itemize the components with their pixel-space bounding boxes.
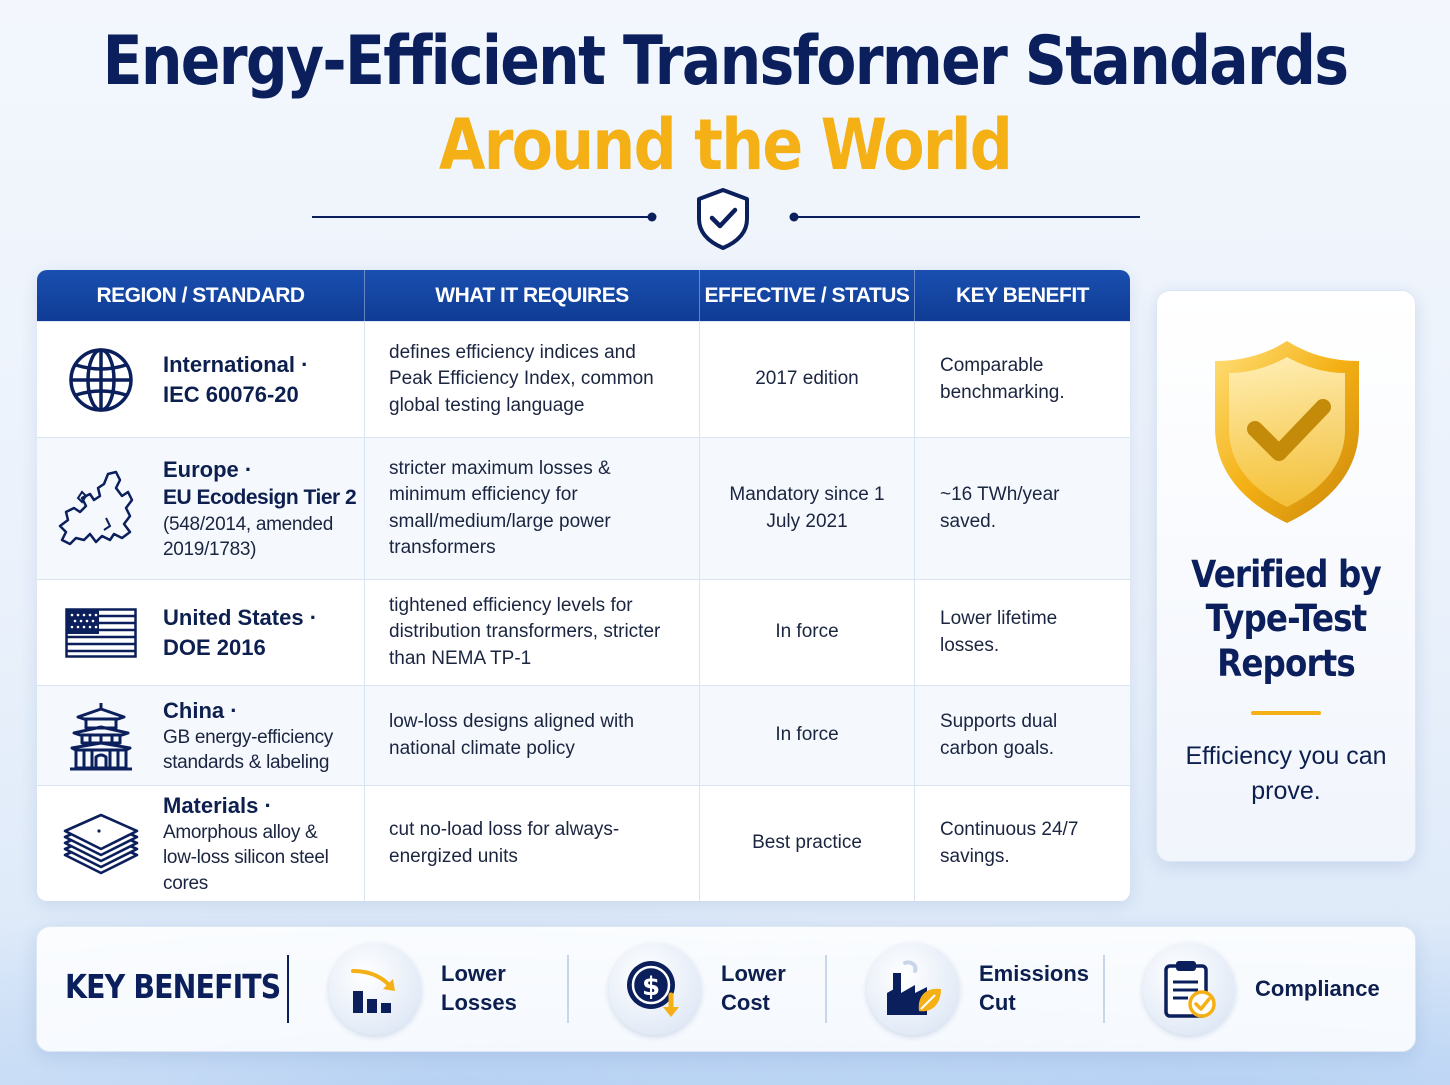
standards-table: REGION / STANDARD WHAT IT REQUIRES EFFEC…	[37, 270, 1130, 901]
clipboard-check-icon	[1143, 943, 1235, 1035]
benefit-cell: Lower lifetime losses.	[940, 608, 1058, 656]
region-detail: (548/2014, amended 2019/1783)	[163, 513, 333, 560]
region-name: China ·	[163, 697, 238, 723]
region-name: United States ·	[163, 605, 318, 631]
bar-chart-down-arrow-icon	[329, 943, 421, 1035]
pagoda-icon	[59, 694, 143, 778]
divider	[287, 955, 289, 1023]
table-row: China · GB energy-efficiency standards &…	[37, 685, 1130, 785]
benefit-label: Compliance	[1255, 975, 1380, 1001]
benefit-cell: Supports dual carbon goals.	[940, 711, 1058, 759]
benefit-label: Lower Losses	[441, 961, 517, 1015]
region-detail: Amorphous alloy & low-loss silicon steel…	[163, 822, 329, 894]
benefit-cell: ~16 TWh/year saved.	[940, 484, 1060, 532]
status-cell: Mandatory since 1 July 2021	[700, 438, 915, 579]
status-cell: Best practice	[700, 786, 915, 901]
svg-text:$: $	[642, 972, 660, 1002]
region-name: Materials ·	[163, 793, 272, 819]
benefit-label: Emissions Cut	[979, 961, 1090, 1015]
factory-leaf-icon	[867, 943, 959, 1035]
title-divider	[312, 188, 1140, 250]
benefit-item-compliance: Compliance	[1143, 943, 1385, 1035]
requires-cell: low-loss designs aligned with national c…	[365, 686, 700, 785]
table-row: Europe · EU Ecodesign Tier 2 (548/2014, …	[37, 437, 1130, 579]
gold-shield-check-icon	[1215, 341, 1359, 523]
status-cell: 2017 edition	[700, 322, 915, 437]
verified-subtitle: Efficiency you can prove.	[1185, 742, 1387, 805]
divider	[825, 955, 827, 1023]
header-region: REGION / STANDARD	[37, 270, 365, 321]
region-name: International ·	[163, 352, 309, 378]
requires-cell: cut no-load loss for always-energized un…	[365, 786, 700, 901]
header-status: EFFECTIVE / STATUS	[700, 270, 915, 321]
divider	[567, 955, 569, 1023]
benefit-cell: Comparable benchmarking.	[940, 355, 1065, 403]
table-row: United States · DOE 2016 tightened effic…	[37, 579, 1130, 685]
benefit-label: Lower Cost	[721, 961, 786, 1015]
requires-cell: tightened efficiency levels for distribu…	[365, 580, 700, 685]
benefit-item-emissions-cut: Emissions Cut	[867, 943, 1089, 1035]
page-title: Energy-Efficient Transformer Standards	[102, 22, 1349, 101]
header-requires: WHAT IT REQUIRES	[365, 270, 700, 321]
header-benefit: KEY BENEFIT	[956, 283, 1089, 307]
core-laminations-icon	[59, 802, 143, 886]
verified-card: Verified by Type-Test Reports Efficiency…	[1156, 290, 1416, 862]
region-name: Europe ·	[163, 457, 253, 483]
page-subtitle: Around the World	[438, 104, 1013, 186]
us-flag-icon	[59, 591, 143, 675]
status-cell: In force	[700, 686, 915, 785]
region-detail: GB energy-efficiency standards & labelin…	[163, 726, 334, 774]
verified-divider	[1251, 711, 1321, 715]
table-header: REGION / STANDARD WHAT IT REQUIRES EFFEC…	[37, 270, 1130, 321]
globe-icon	[59, 338, 143, 422]
region-standard: DOE 2016	[163, 634, 266, 660]
requires-cell: stricter maximum losses & minimum effici…	[365, 438, 700, 579]
key-benefits-label: KEY BENEFITS	[65, 967, 281, 1006]
benefit-item-lower-losses: Lower Losses	[329, 943, 531, 1035]
region-standard: IEC 60076-20	[163, 381, 299, 407]
key-benefits-bar: KEY BENEFITS Lower Losses $ Lower Cost	[36, 926, 1416, 1052]
requires-cell: defines efficiency indices and Peak Effi…	[365, 322, 700, 437]
divider	[1103, 955, 1105, 1023]
table-row: International · IEC 60076-20 defines eff…	[37, 321, 1130, 437]
status-cell: In force	[700, 580, 915, 685]
region-standard: EU Ecodesign Tier 2	[163, 486, 357, 510]
benefit-item-lower-cost: $ Lower Cost	[609, 943, 801, 1035]
table-row: Materials · Amorphous alloy & low-loss s…	[37, 785, 1130, 901]
europe-map-icon	[55, 467, 139, 551]
shield-check-icon	[697, 188, 749, 250]
benefit-cell: Continuous 24/7 savings.	[940, 819, 1079, 867]
verified-title: Verified by Type-Test Reports	[1191, 553, 1382, 685]
dollar-coin-down-arrow-icon: $	[609, 943, 701, 1035]
